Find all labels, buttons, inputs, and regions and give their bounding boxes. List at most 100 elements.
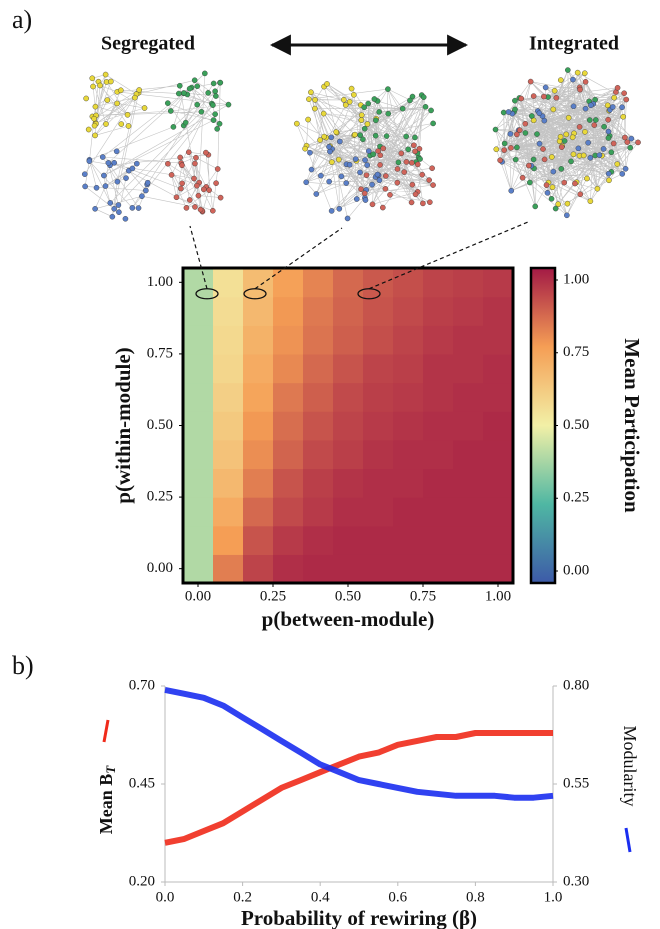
network-node [558, 144, 565, 150]
network-node [333, 129, 339, 135]
network-node [542, 84, 549, 91]
network-node [91, 122, 98, 129]
network-node [139, 193, 145, 199]
network-node [430, 182, 436, 188]
network-node [548, 196, 555, 202]
network-node [357, 169, 363, 176]
heatmap-cell [483, 268, 514, 298]
network-node [170, 124, 177, 130]
heatmap-cell [363, 525, 394, 555]
network-node [167, 108, 174, 114]
network-node [353, 196, 360, 202]
network-node [530, 93, 537, 99]
network-node [329, 159, 335, 165]
network-node [522, 120, 529, 127]
network-node [326, 143, 332, 150]
network-node [558, 166, 565, 172]
network-node [182, 119, 189, 126]
heatmap-cell [363, 497, 394, 527]
heatmap-cell [483, 353, 514, 384]
network-node [586, 117, 593, 123]
network-node [536, 140, 543, 147]
y-tick-label: 0.20 [129, 873, 155, 889]
network-node [385, 86, 391, 92]
heatmap-cell [363, 325, 394, 355]
network-node [497, 157, 503, 164]
y-axis-label: p(within-module) [111, 347, 135, 503]
network-node [619, 171, 626, 177]
network-node [514, 144, 520, 151]
network-node [600, 146, 607, 152]
legend-swatch [102, 719, 110, 743]
heatmap-cell [393, 439, 424, 470]
network-node [534, 131, 540, 137]
heatmap-cell [363, 296, 394, 326]
network-node [376, 177, 383, 184]
heatmap-cell [273, 468, 304, 498]
heatmap-cell [213, 525, 244, 555]
heatmap-cell [303, 325, 334, 355]
network-node [132, 94, 138, 101]
network-node [114, 178, 121, 185]
network-node [194, 182, 200, 189]
network-node [305, 116, 311, 123]
network-node [623, 96, 630, 103]
heatmap-cell [213, 296, 244, 326]
network-node [344, 215, 351, 222]
network-node [102, 71, 109, 78]
network-node [370, 151, 377, 158]
network-node [176, 82, 183, 89]
heatmap-cell [273, 525, 304, 555]
x-axis-label: Probability of rewiring (β) [241, 906, 477, 929]
network-node [93, 184, 100, 191]
network-node [317, 137, 323, 143]
network-node [575, 145, 582, 152]
heatmap-cell [183, 525, 214, 555]
network-node [585, 139, 591, 146]
network-node [516, 127, 523, 134]
heatmap-cell [273, 411, 304, 441]
network-node [216, 120, 223, 127]
network-node [568, 158, 574, 165]
heatmap-cell [333, 554, 364, 584]
network-node [129, 165, 136, 172]
network-node [512, 106, 518, 113]
network-node [543, 182, 550, 188]
network-node [183, 205, 190, 211]
network-node [394, 166, 401, 172]
network-node [565, 67, 571, 73]
network-node [107, 200, 114, 206]
network-node [327, 148, 333, 155]
network-node [212, 88, 218, 95]
network-node [532, 203, 539, 210]
y-tick-label: 0.75 [147, 345, 173, 361]
network-node [109, 213, 116, 220]
network-node [102, 183, 109, 189]
network-node [89, 75, 96, 82]
network-node [377, 162, 383, 168]
network-node [113, 148, 120, 155]
heatmap-cell [363, 468, 394, 498]
network-node [210, 80, 217, 87]
network-node [624, 139, 631, 145]
connector [189, 225, 208, 289]
heatmap-cell [423, 382, 454, 412]
network-node [527, 78, 534, 85]
network-node [398, 150, 405, 157]
heatmap-cell [273, 296, 304, 326]
heatmap-cell [393, 497, 424, 527]
heatmap-cell [423, 497, 454, 527]
heatmap-cell [483, 325, 514, 355]
network-node [550, 106, 557, 113]
heatmap-cell [213, 382, 244, 412]
network-node [394, 179, 401, 186]
network-node [582, 79, 589, 85]
heatmap-cell [213, 497, 244, 527]
network-node [125, 123, 132, 129]
network-node [409, 181, 416, 188]
network-node [587, 154, 594, 161]
network-node [417, 156, 423, 162]
network-node [401, 169, 408, 175]
network-node [97, 82, 103, 89]
heatmap-cell [363, 411, 394, 441]
